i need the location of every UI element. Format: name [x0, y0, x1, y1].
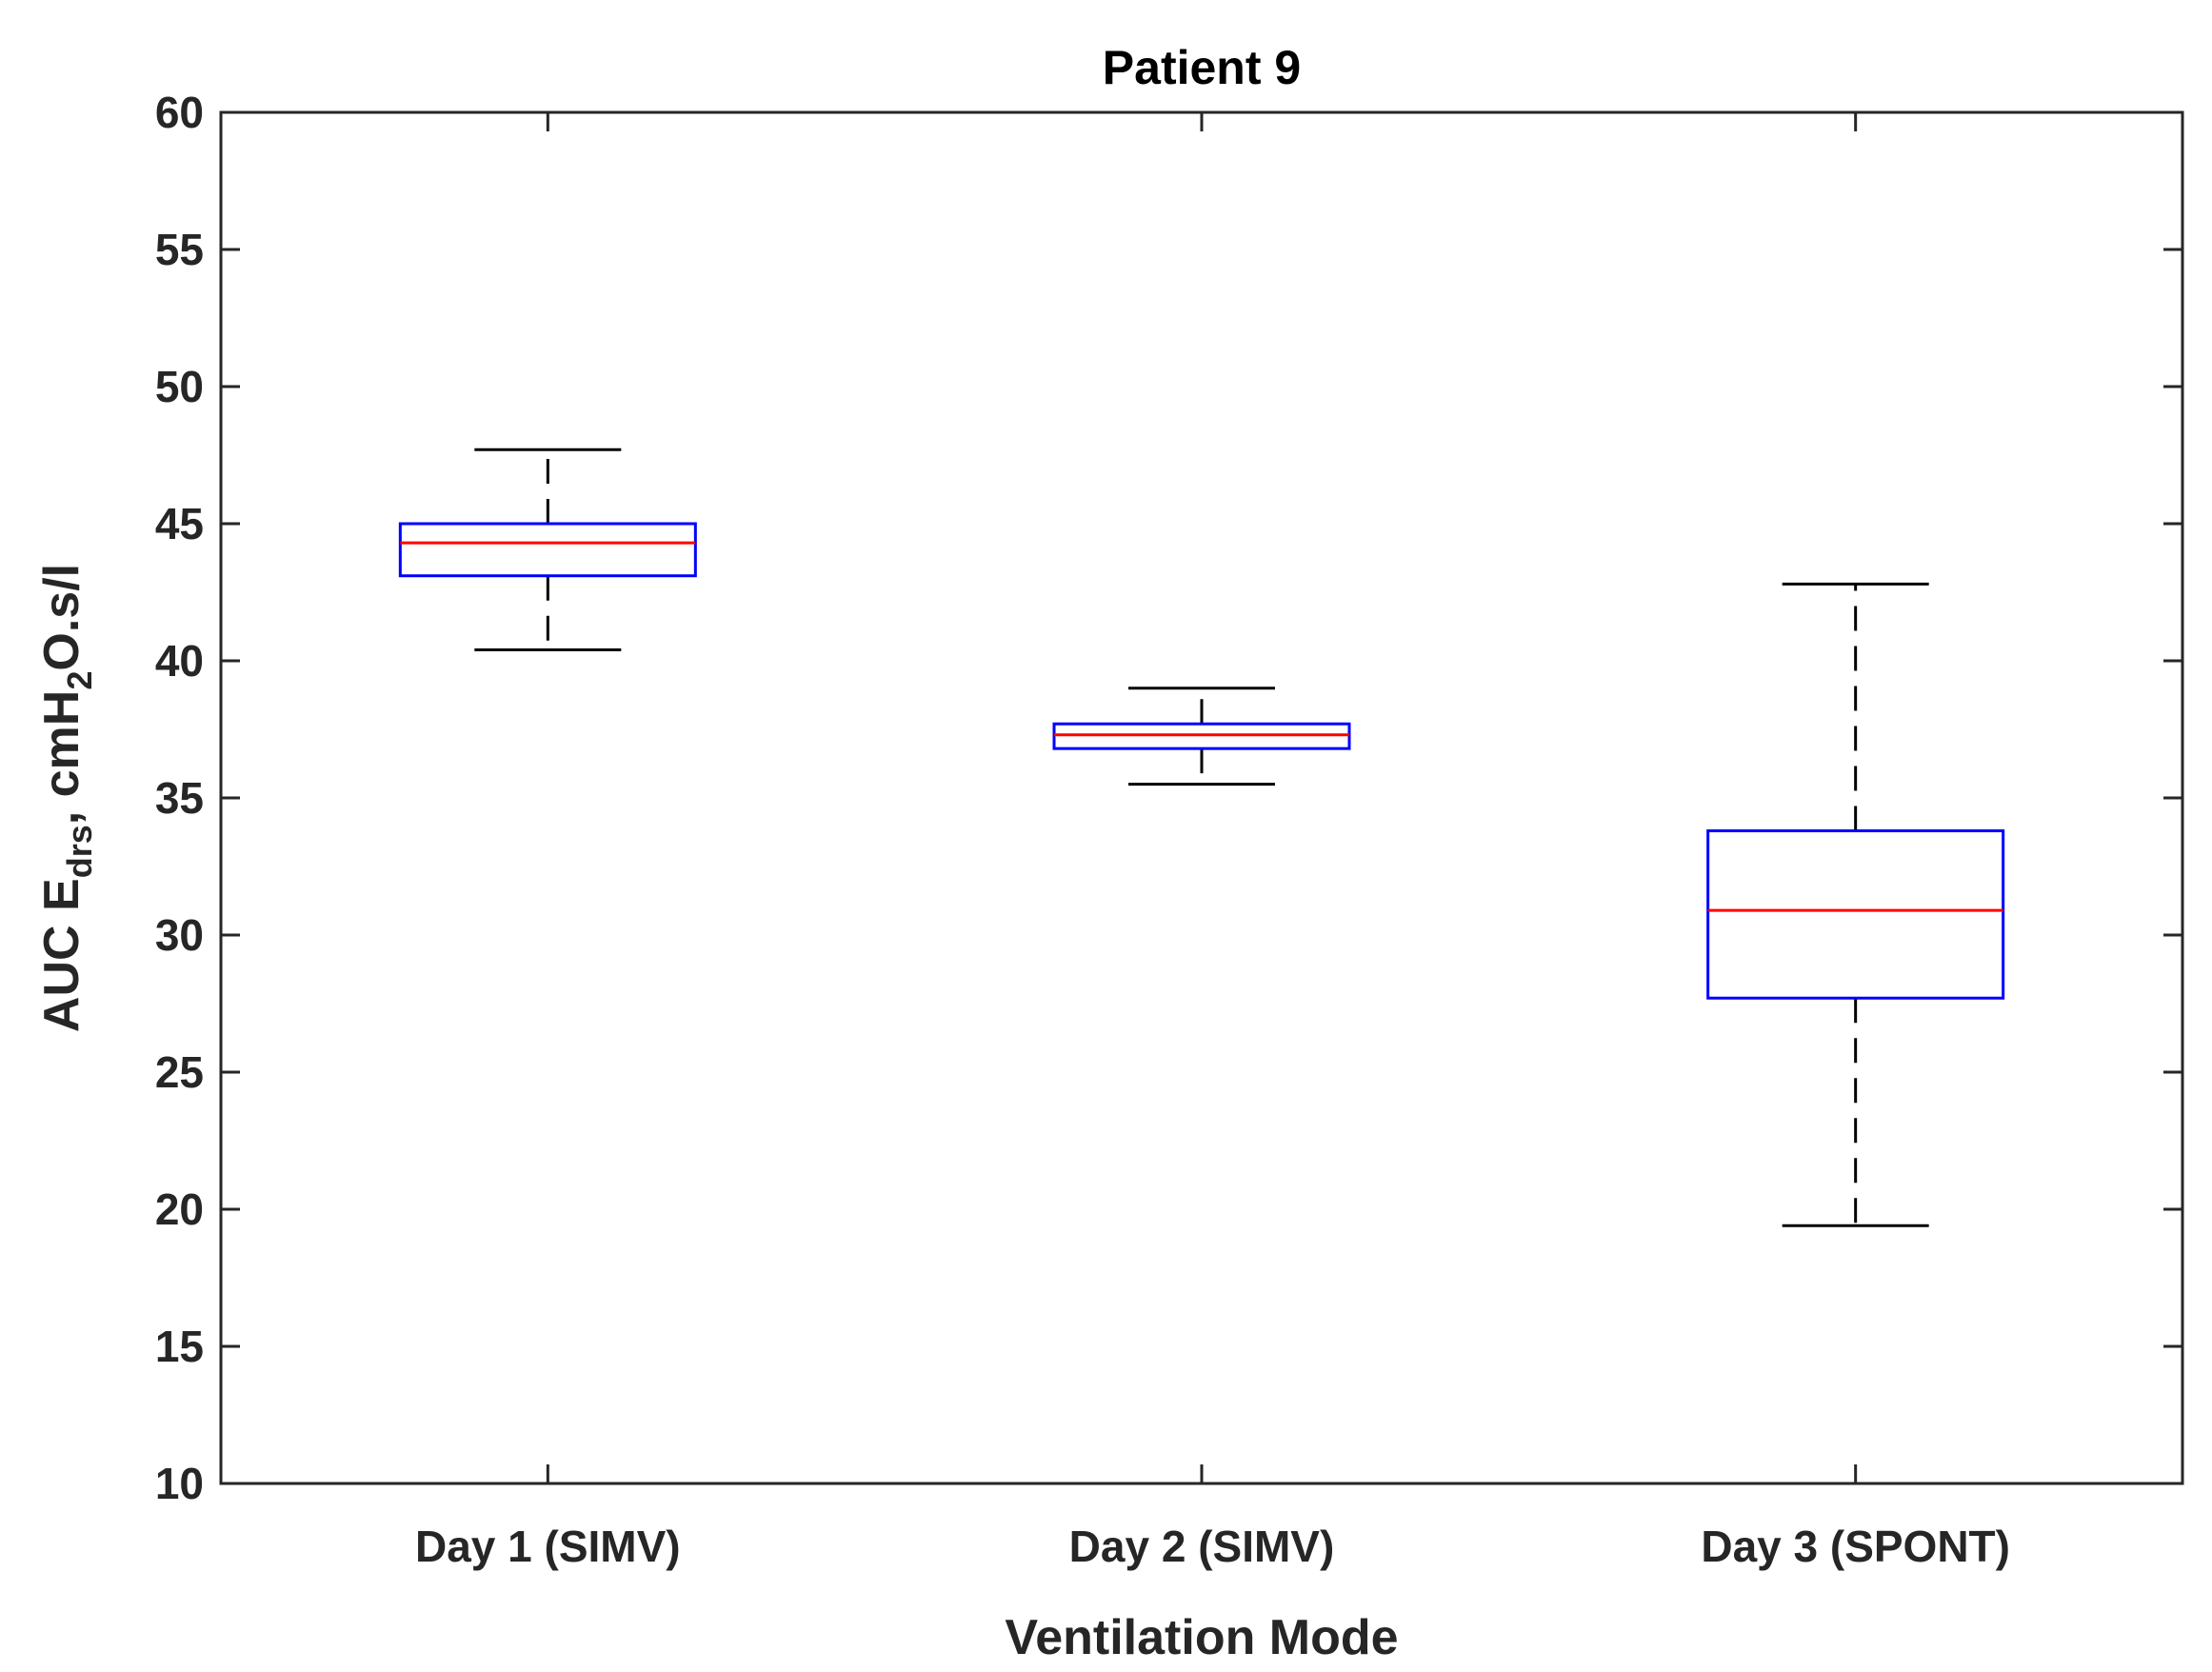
box-3 — [1706, 582, 2005, 1227]
y-axis: 10 15 20 25 30 35 40 45 50 55 60 — [155, 88, 2182, 1508]
plot-area — [219, 110, 2184, 1485]
y-tick-label: 45 — [155, 499, 204, 548]
y-axis-title-middle: , cmH — [34, 690, 90, 826]
y-tick-label: 50 — [155, 362, 204, 411]
y-tick-label: 15 — [155, 1322, 204, 1371]
y-tick-label: 20 — [155, 1184, 204, 1234]
x-axis: Day 1 (SIMV) Day 2 (SIMV) Day 3 (SPONT) — [415, 112, 2010, 1571]
y-tick-label: 10 — [155, 1459, 204, 1508]
y-axis-title-suffix: O.s/l — [34, 564, 90, 671]
y-tick-label: 25 — [155, 1047, 204, 1097]
y-axis-title: AUC Edrs, cmH2O.s/l — [34, 564, 99, 1032]
x-axis-title: Ventilation Mode — [1005, 1610, 1398, 1665]
y-tick-label: 60 — [155, 88, 204, 137]
y-axis-title-prefix: AUC E — [34, 878, 90, 1032]
x-tick-label: Day 3 (SPONT) — [1701, 1522, 2010, 1571]
chart-title: Patient 9 — [1103, 41, 1301, 94]
box-1 — [398, 448, 697, 651]
y-tick-label: 35 — [155, 773, 204, 823]
box-series — [398, 448, 2005, 1227]
iqr-box — [398, 522, 697, 578]
y-tick-label: 55 — [155, 225, 204, 274]
x-tick-label: Day 2 (SIMV) — [1069, 1522, 1335, 1571]
y-axis-title-sub-drs: drs — [60, 825, 99, 878]
box-2 — [1052, 687, 1351, 786]
iqr-box — [1706, 829, 2005, 1000]
y-tick-label: 30 — [155, 910, 204, 960]
y-axis-title-sub-2: 2 — [60, 671, 99, 690]
y-tick-label: 40 — [155, 636, 204, 686]
x-tick-label: Day 1 (SIMV) — [415, 1522, 681, 1571]
